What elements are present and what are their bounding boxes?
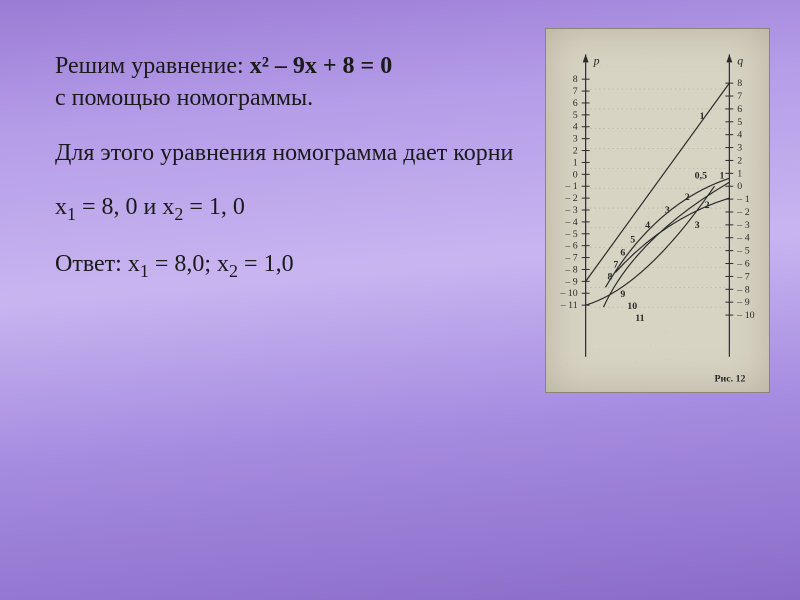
svg-text:4: 4 (645, 220, 650, 231)
svg-text:11: 11 (635, 313, 644, 324)
svg-text:– 8: – 8 (564, 264, 577, 275)
svg-text:– 7: – 7 (736, 271, 749, 282)
svg-text:– 5: – 5 (736, 246, 749, 257)
svg-text:– 2: – 2 (736, 207, 749, 218)
answer-sub-1: 1 (140, 261, 149, 281)
svg-text:4: 4 (573, 122, 578, 133)
svg-text:7: 7 (573, 86, 578, 97)
svg-text:2: 2 (573, 146, 578, 157)
nomogram-svg: pq876543210– 1– 2– 3– 4– 5– 6– 7– 8– 9– … (546, 29, 769, 392)
svg-text:2: 2 (705, 200, 710, 211)
answer-label: Ответ: х (55, 251, 140, 277)
svg-text:Рис. 12: Рис. 12 (714, 373, 745, 384)
svg-text:– 4: – 4 (564, 217, 577, 228)
svg-text:7: 7 (613, 259, 618, 270)
svg-text:2: 2 (737, 155, 742, 166)
paragraph-roots-intro: Для этого уравнения номограмма дает корн… (55, 137, 525, 169)
answer-value-2: = 1,0 (238, 251, 294, 277)
svg-text:7: 7 (737, 91, 742, 102)
svg-text:8: 8 (737, 78, 742, 89)
nomogram-figure: pq876543210– 1– 2– 3– 4– 5– 6– 7– 8– 9– … (545, 28, 770, 393)
equation: х² – 9х + 8 = 0 (250, 53, 393, 79)
svg-text:– 8: – 8 (736, 284, 749, 295)
svg-text:– 11: – 11 (560, 300, 578, 311)
svg-text:q: q (737, 53, 743, 67)
svg-text:1: 1 (737, 168, 742, 179)
paragraph-equation: Решим уравнение: х² – 9х + 8 = 0 с помощ… (55, 50, 525, 115)
root-1-value: = 8, 0 и х (76, 194, 174, 220)
svg-text:5: 5 (737, 117, 742, 128)
svg-text:– 7: – 7 (564, 253, 577, 264)
text-column: Решим уравнение: х² – 9х + 8 = 0 с помощ… (55, 50, 525, 283)
svg-text:6: 6 (620, 248, 625, 259)
paragraph-answer: Ответ: х1 = 8,0; х2 = 1,0 (55, 248, 525, 283)
text-intro: Решим уравнение: (55, 53, 250, 79)
paragraph-roots: х1 = 8, 0 и х2 = 1, 0 (55, 191, 525, 226)
svg-text:– 9: – 9 (736, 297, 749, 308)
svg-text:– 6: – 6 (736, 258, 749, 269)
svg-text:– 10: – 10 (559, 288, 577, 299)
svg-text:2: 2 (685, 192, 690, 203)
svg-text:p: p (593, 53, 600, 67)
svg-text:3: 3 (573, 134, 578, 145)
slide: Решим уравнение: х² – 9х + 8 = 0 с помощ… (0, 0, 800, 600)
x-symbol: х (55, 194, 67, 220)
svg-text:4: 4 (737, 130, 742, 141)
svg-text:– 1: – 1 (736, 194, 749, 205)
svg-text:6: 6 (737, 104, 742, 115)
svg-text:– 2: – 2 (564, 193, 577, 204)
svg-text:0: 0 (573, 169, 578, 180)
svg-text:10: 10 (627, 301, 637, 312)
svg-text:– 1: – 1 (564, 181, 577, 192)
svg-text:3: 3 (695, 220, 700, 231)
svg-text:– 9: – 9 (564, 276, 577, 287)
svg-text:– 5: – 5 (564, 229, 577, 240)
svg-text:3: 3 (665, 205, 670, 216)
svg-text:9: 9 (620, 289, 625, 300)
answer-sub-2: 2 (229, 261, 238, 281)
subscript-1: 1 (67, 204, 76, 224)
svg-text:0,5: 0,5 (695, 170, 707, 181)
answer-value-1: = 8,0; х (149, 251, 229, 277)
svg-text:– 3: – 3 (564, 205, 577, 216)
svg-text:– 4: – 4 (736, 233, 749, 244)
root-2-value: = 1, 0 (183, 194, 245, 220)
svg-text:6: 6 (573, 98, 578, 109)
svg-text:5: 5 (630, 235, 635, 246)
svg-text:– 3: – 3 (736, 220, 749, 231)
svg-text:0: 0 (737, 181, 742, 192)
svg-text:1: 1 (700, 111, 705, 122)
text-method: с помощью номограммы. (55, 85, 313, 111)
svg-text:1: 1 (573, 157, 578, 168)
svg-text:8: 8 (607, 271, 612, 282)
svg-text:5: 5 (573, 110, 578, 121)
svg-text:3: 3 (737, 143, 742, 154)
svg-text:– 10: – 10 (736, 310, 754, 321)
svg-text:1: 1 (719, 170, 724, 181)
svg-text:– 6: – 6 (564, 241, 577, 252)
svg-text:8: 8 (573, 74, 578, 85)
